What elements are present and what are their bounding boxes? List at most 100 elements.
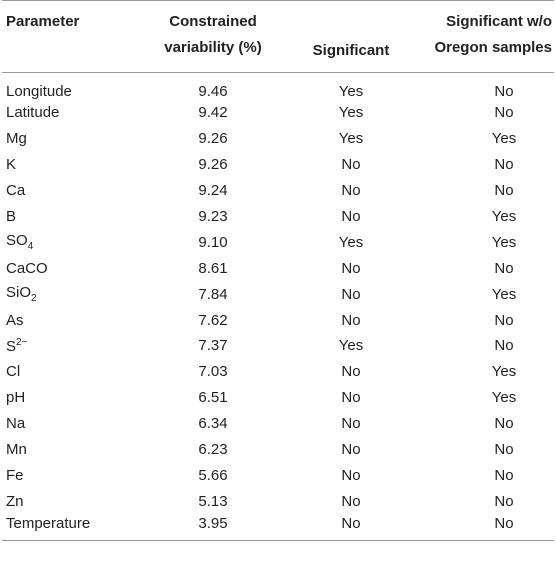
- cell-parameter: B: [6, 208, 17, 225]
- table-row: Fe 5.66 No No: [2, 462, 554, 488]
- table-row: SO4 9.10 Yes Yes: [2, 229, 554, 255]
- cell-significant-wo-oregon: No: [494, 492, 514, 510]
- cell-parameter: Longitude: [6, 83, 72, 100]
- cell-parameter: pH: [6, 389, 26, 407]
- table-row: S2− 7.37 Yes No: [2, 333, 554, 359]
- cell-significant: Yes: [338, 233, 364, 251]
- table-row: Zn 5.13 No No: [2, 488, 554, 514]
- cell-parameter: As: [6, 311, 24, 329]
- cell-variability: 9.10: [198, 233, 228, 251]
- cell-significant-wo-oregon: Yes: [491, 285, 517, 303]
- header-significant-wo-oregon: Significant w/o Oregon samples: [414, 1, 554, 73]
- cell-significant: No: [341, 259, 361, 277]
- table-row: Temperature 3.95 No No: [2, 514, 554, 540]
- table-row: Cl 7.03 No Yes: [2, 359, 554, 385]
- cell-parameter: Na: [6, 415, 26, 433]
- header-row: Parameter Constrained variability (%) Si…: [2, 1, 554, 73]
- cell-variability: 9.42: [198, 104, 228, 122]
- cell-significant: No: [341, 492, 361, 510]
- cell-significant: No: [341, 285, 361, 303]
- cell-significant-wo-oregon: No: [494, 311, 514, 329]
- header-significant: Significant: [312, 42, 390, 59]
- cell-significant: No: [341, 311, 361, 329]
- table-header: Parameter Constrained variability (%) Si…: [2, 0, 554, 73]
- cell-parameter: CaCO: [6, 259, 48, 277]
- cell-significant-wo-oregon: Yes: [491, 130, 517, 148]
- cell-significant: No: [341, 515, 361, 533]
- table-row: B 9.23 No Yes: [2, 204, 554, 230]
- table-row: K 9.26 No No: [2, 152, 554, 178]
- cell-parameter: Latitude: [6, 104, 60, 122]
- parameter-subscript: 2: [31, 293, 37, 305]
- parameter-base: S: [6, 337, 17, 355]
- cell-significant-wo-oregon: No: [494, 515, 514, 533]
- table-body: Longitude 9.46 Yes No Latitude 9.42 Yes No Mg 9.2…: [2, 73, 554, 541]
- cell-variability: 6.23: [198, 441, 228, 459]
- cell-significant-wo-oregon: No: [494, 415, 514, 433]
- cell-significant-wo-oregon: No: [494, 337, 514, 355]
- cell-significant-wo-oregon: No: [494, 156, 514, 174]
- cell-parameter: Temperature: [6, 515, 91, 533]
- header-variability: Constrained variability (%): [138, 1, 288, 73]
- cell-significant-wo-oregon: Yes: [491, 208, 517, 225]
- cell-variability: 5.13: [198, 492, 228, 510]
- cell-parameter: Fe: [6, 466, 24, 484]
- cell-variability: 5.66: [198, 466, 228, 484]
- table-row: Mg 9.26 Yes Yes: [2, 126, 554, 152]
- cell-significant-wo-oregon: Yes: [491, 389, 517, 407]
- cell-significant-wo-oregon: Yes: [491, 233, 517, 251]
- cell-variability: 9.26: [198, 130, 228, 148]
- cell-significant: No: [341, 208, 361, 225]
- cell-parameter: K: [6, 156, 17, 174]
- header-variability-line2: variability (%): [164, 39, 262, 56]
- table-row: Na 6.34 No No: [2, 411, 554, 437]
- table-row: Ca 9.24 No No: [2, 178, 554, 204]
- cell-significant-wo-oregon: No: [494, 441, 514, 459]
- table-row: SiO2 7.84 No Yes: [2, 281, 554, 307]
- cell-variability: 7.37: [198, 337, 228, 355]
- header-sig-wo-line1: Significant w/o: [446, 13, 552, 30]
- table-row: As 7.62 No No: [2, 307, 554, 333]
- cell-variability: 8.61: [198, 259, 228, 277]
- table-row: Latitude 9.42 Yes No: [2, 100, 554, 126]
- cell-parameter: Mg: [6, 130, 27, 148]
- cell-variability: 6.51: [198, 389, 228, 407]
- cell-variability: 3.95: [198, 515, 228, 533]
- cell-significant-wo-oregon: No: [494, 83, 514, 100]
- cell-significant: No: [341, 363, 361, 381]
- cell-significant-wo-oregon: Yes: [491, 363, 517, 381]
- table-row: pH 6.51 No Yes: [2, 385, 554, 411]
- cell-significant: No: [341, 466, 361, 484]
- header-variability-line1: Constrained: [169, 13, 257, 30]
- cell-significant-wo-oregon: No: [494, 182, 514, 200]
- cell-significant: No: [341, 415, 361, 433]
- cell-significant-wo-oregon: No: [494, 466, 514, 484]
- cell-significant: No: [341, 156, 361, 174]
- cell-parameter: SiO2: [2, 281, 138, 307]
- parameter-base: SiO: [6, 284, 32, 302]
- cell-parameter: S2−: [2, 333, 138, 359]
- parameter-subscript: 4: [27, 241, 34, 253]
- cell-significant: Yes: [338, 337, 364, 355]
- table-row: Mn 6.23 No No: [2, 437, 554, 463]
- parameter-table: Parameter Constrained variability (%) Si…: [2, 0, 554, 541]
- cell-parameter: Ca: [6, 182, 26, 200]
- table-row: Longitude 9.46 Yes No: [2, 73, 554, 100]
- parameter-base: SO: [6, 232, 28, 250]
- cell-significant: Yes: [338, 104, 364, 122]
- table-row: CaCO 8.61 No No: [2, 255, 554, 281]
- cell-variability: 9.23: [198, 208, 228, 225]
- cell-variability: 7.62: [198, 311, 228, 329]
- header-parameter: Parameter: [6, 13, 80, 30]
- cell-significant: No: [341, 182, 361, 200]
- cell-significant: Yes: [338, 130, 364, 148]
- cell-significant-wo-oregon: No: [494, 259, 514, 277]
- cell-variability: 9.46: [198, 83, 228, 100]
- cell-significant-wo-oregon: No: [494, 104, 514, 122]
- cell-parameter: Mn: [6, 441, 27, 459]
- cell-significant: No: [341, 441, 361, 459]
- cell-significant: Yes: [338, 83, 364, 100]
- cell-variability: 6.34: [198, 415, 228, 433]
- cell-variability: 9.24: [198, 182, 228, 200]
